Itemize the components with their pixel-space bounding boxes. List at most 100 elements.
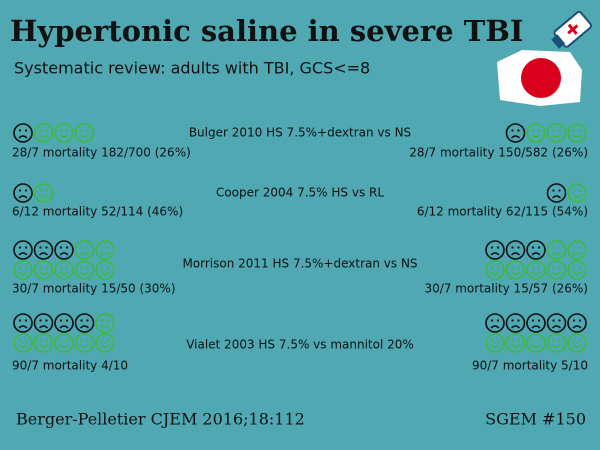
mouth — [552, 195, 561, 199]
eye — [537, 339, 541, 342]
eye — [106, 246, 110, 249]
happy-face — [54, 260, 74, 280]
mouth — [531, 134, 541, 138]
mouth — [511, 271, 520, 275]
mouth — [490, 252, 500, 256]
mouth — [18, 325, 28, 329]
face-outline — [74, 240, 95, 260]
eye — [18, 129, 22, 132]
face-outline — [567, 240, 587, 260]
sad-face — [13, 183, 33, 203]
face-outline — [526, 260, 546, 280]
face-outline — [13, 313, 33, 333]
eye — [511, 319, 514, 322]
eye — [578, 339, 582, 342]
mouth — [572, 251, 582, 255]
mouth — [18, 252, 28, 256]
happy-face — [526, 333, 546, 353]
face-outline — [13, 183, 33, 203]
eye — [490, 339, 494, 342]
mouth — [100, 271, 110, 275]
eye — [558, 339, 561, 342]
mouth — [490, 271, 500, 275]
mouth — [80, 134, 89, 138]
happy-face — [54, 333, 74, 353]
study-label: Cooper 2004 7.5% HS vs RL — [216, 186, 384, 200]
face-outline — [485, 260, 505, 280]
face-outline — [505, 240, 526, 260]
face-outline — [485, 333, 505, 353]
eye — [517, 319, 520, 322]
eye — [18, 189, 22, 192]
eye — [531, 266, 535, 269]
eye — [100, 246, 104, 249]
face-outline — [546, 260, 567, 280]
eye — [86, 319, 89, 322]
mouth — [39, 325, 48, 329]
eye — [100, 319, 104, 322]
mouth — [531, 252, 541, 256]
happy-face — [567, 183, 587, 203]
sad-face — [485, 313, 505, 333]
mouth — [59, 325, 69, 329]
mortality: 28/7 mortality 182/700 (26%) — [12, 146, 191, 160]
happy-face — [95, 313, 115, 333]
eye — [537, 266, 541, 269]
happy-face — [74, 123, 95, 143]
eye — [558, 319, 561, 322]
eye — [552, 129, 555, 132]
eye — [86, 339, 89, 342]
eye — [537, 246, 541, 249]
eye — [18, 266, 22, 269]
face-outline — [505, 333, 526, 353]
eye — [106, 266, 110, 269]
happy-face — [13, 333, 33, 353]
happy-face — [33, 333, 54, 353]
eye — [511, 266, 514, 269]
eye — [45, 189, 48, 192]
eye — [39, 129, 42, 132]
eye — [511, 246, 514, 249]
face-outline — [74, 333, 95, 353]
mouth — [531, 271, 541, 275]
happy-face — [95, 260, 115, 280]
icon — [497, 10, 592, 106]
sad-face — [54, 313, 74, 333]
eye — [558, 129, 561, 132]
face-outline — [505, 123, 526, 143]
eye — [80, 246, 83, 249]
mouth — [552, 271, 561, 275]
sad-face — [505, 240, 526, 260]
sad-face — [54, 240, 74, 260]
title: Hypertonic saline in severe TBI — [10, 14, 523, 48]
mouth — [490, 325, 500, 329]
mouth — [18, 271, 28, 275]
eye — [537, 129, 541, 132]
mouth — [80, 271, 89, 275]
happy-face — [567, 123, 587, 143]
eye — [18, 246, 22, 249]
mortality: 6/12 mortality 62/115 (54%) — [417, 205, 588, 219]
face-outline — [546, 333, 567, 353]
eye — [517, 339, 520, 342]
eye — [39, 319, 42, 322]
face-outline — [485, 313, 505, 333]
face-outline — [546, 123, 567, 143]
eye — [65, 339, 69, 342]
eye — [24, 189, 28, 192]
happy-face — [526, 260, 546, 280]
sad-face — [13, 240, 33, 260]
mouth — [100, 324, 110, 328]
eye — [490, 246, 494, 249]
study-label: Bulger 2010 HS 7.5%+dextran vs NS — [189, 126, 411, 140]
happy-face — [546, 260, 567, 280]
mouth — [39, 134, 48, 138]
eye — [59, 266, 63, 269]
face-outline — [95, 313, 115, 333]
mouth — [511, 252, 520, 256]
eye — [578, 246, 582, 249]
eye — [59, 339, 63, 342]
face-outline — [567, 183, 587, 203]
subtitle: Systematic review: adults with TBI, GCS<… — [14, 59, 370, 78]
